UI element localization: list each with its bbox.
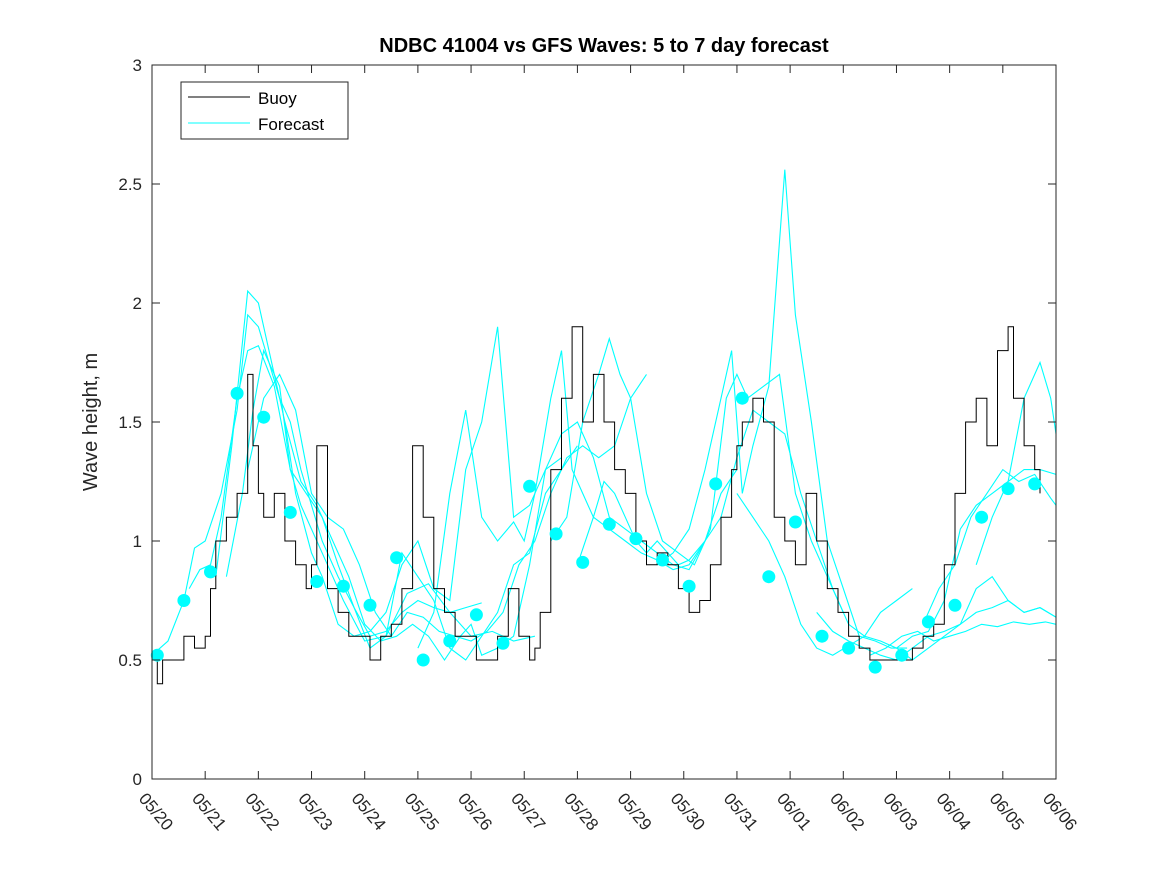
y-tick-label-2: 1 [133,532,142,551]
forecast-point-14 [523,479,537,493]
y-tick-label-6: 3 [133,56,142,75]
forecast-point-22 [735,391,749,405]
series-layer [150,169,1057,685]
forecast-point-21 [709,477,723,491]
forecast-point-16 [576,555,590,569]
forecast-point-32 [1001,482,1015,496]
forecast-point-2 [204,565,217,579]
forecast-point-15 [549,527,563,541]
legend-box [180,81,349,140]
forecast-point-29 [921,615,935,629]
forecast-line-13 [896,469,1057,649]
forecast-point-19 [656,553,669,567]
forecast-line-1 [188,345,536,642]
forecast-point-27 [868,660,882,674]
forecast-point-24 [788,515,802,529]
chart-title: NDBC 41004 vs GFS Waves: 5 to 7 day fore… [379,35,829,57]
forecast-point-13 [496,636,510,650]
y-tick-label-3: 1.5 [118,413,142,432]
forecast-line-4 [247,373,647,642]
forecast-line-11 [816,599,1057,661]
forecast-point-6 [310,575,324,588]
forecast-point-26 [842,641,856,655]
forecast-point-25 [815,629,829,643]
forecast-point-28 [895,648,909,662]
forecast-point-17 [602,517,616,531]
legend-forecast-label: Forecast [258,115,324,134]
forecast-point-8 [363,598,377,612]
y-axis: 0 0.5 1 1.5 2 2.5 3 [118,56,1056,789]
forecast-point-11 [443,634,457,648]
forecast-line-8 [576,409,913,637]
forecast-point-10 [416,653,430,667]
forecast-line-9 [656,169,908,649]
forecast-point-18 [629,532,643,546]
y-tick-label-1: 0.5 [118,651,142,670]
forecast-line-12 [869,621,1057,656]
forecast-point-30 [948,598,962,612]
forecast-point-9 [390,551,404,565]
y-tick-label-0: 0 [133,770,142,789]
forecast-line-6 [417,350,738,649]
buoy-line [152,326,1041,685]
legend-buoy-label: Buoy [258,89,297,108]
forecast-point-33 [1028,477,1042,491]
forecast-line-2 [215,289,562,637]
y-axis-label: Wave height, m [80,353,102,491]
forecast-line-0 [151,313,482,656]
forecast-line-3 [225,348,578,661]
forecast-point-5 [283,505,297,519]
forecast-point-0 [150,648,164,662]
forecast-point-23 [762,570,776,584]
forecast-point-12 [469,608,483,622]
forecast-point-31 [975,510,989,524]
forecast-line-14 [922,468,1057,625]
forecast-point-20 [682,579,696,593]
forecast-point-3 [230,386,244,400]
y-tick-label-4: 2 [133,294,142,313]
forecast-point-4 [257,410,271,424]
y-tick-label-5: 2.5 [118,175,142,194]
forecast-point-7 [336,579,350,593]
legend: Buoy Forecast [180,81,349,140]
forecast-point-1 [177,594,191,607]
